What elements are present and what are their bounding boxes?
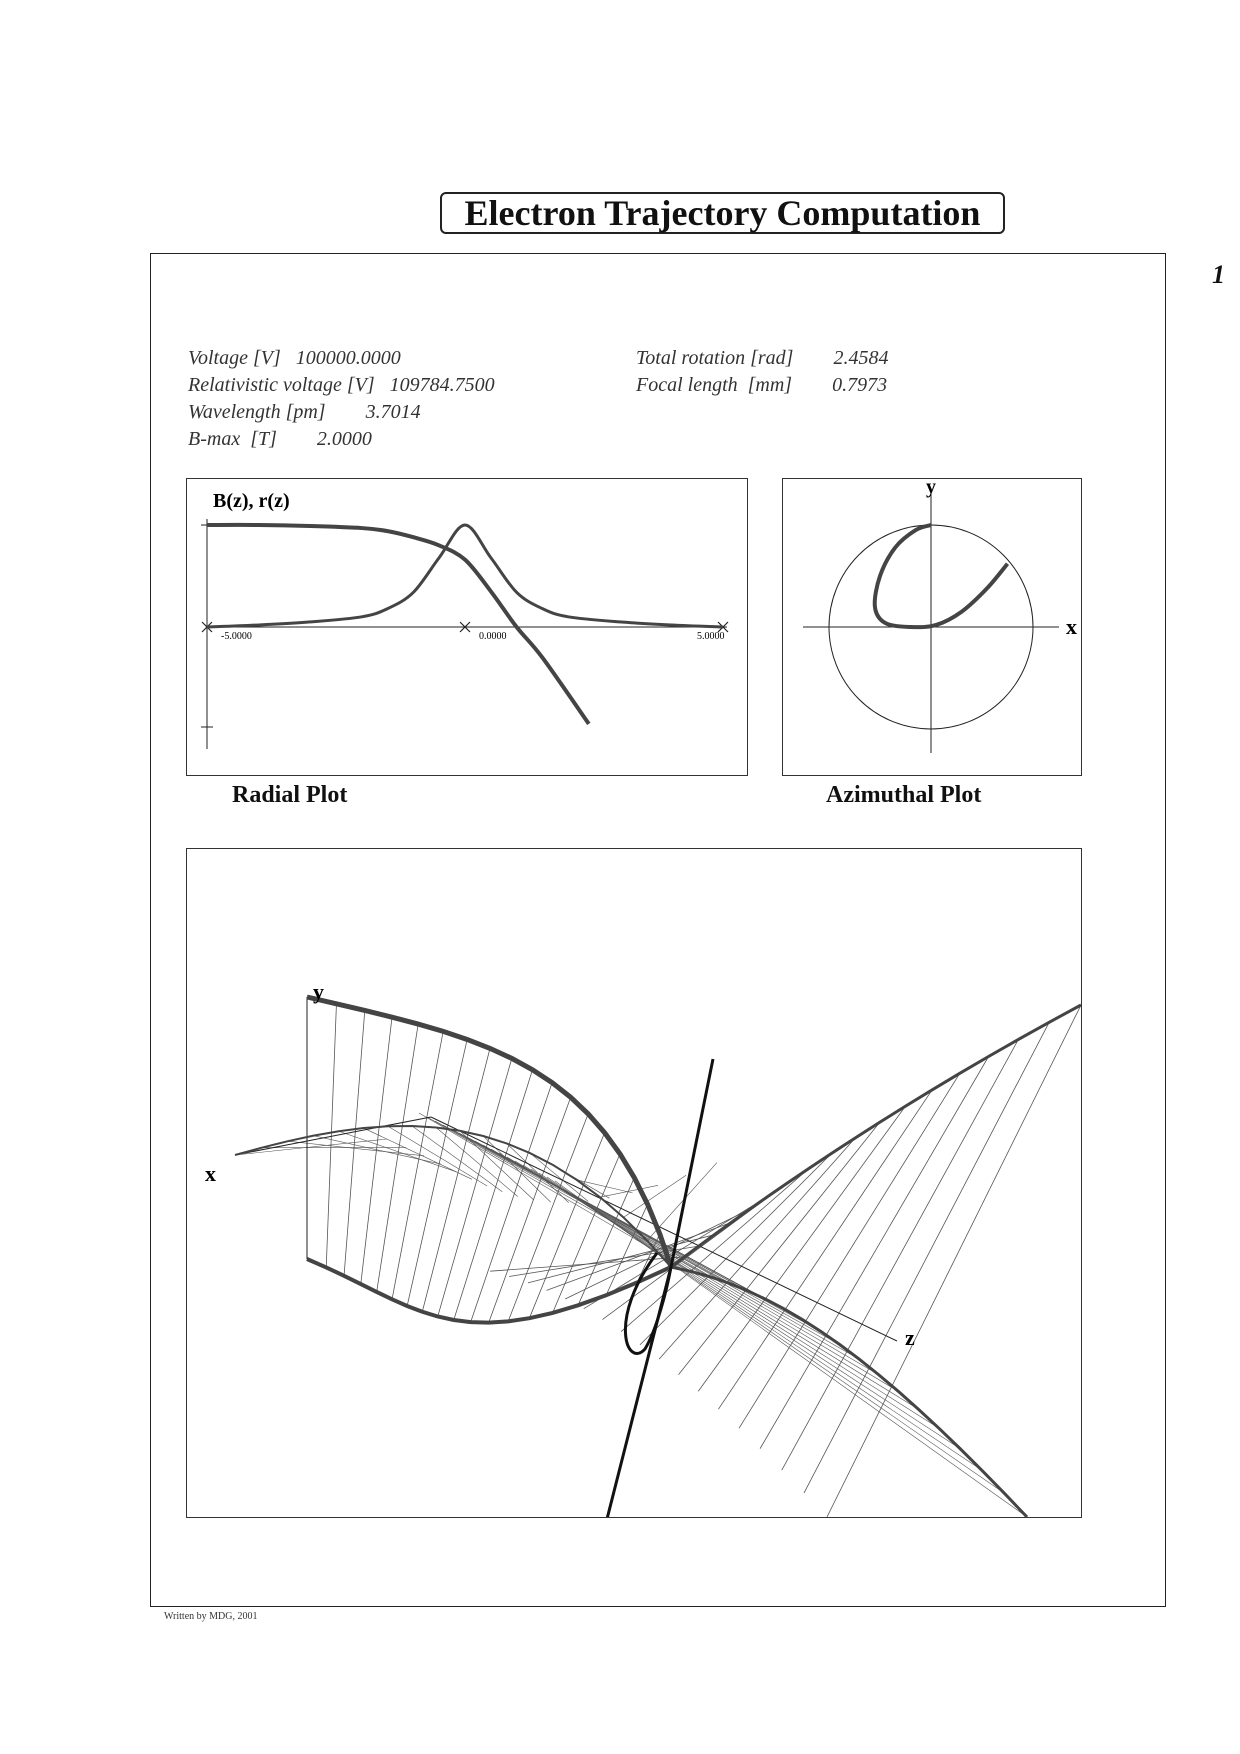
- page-title: Electron Trajectory Computation: [440, 192, 1005, 234]
- azimuthal-y-label: y: [926, 479, 936, 498]
- mesh-line: [599, 1185, 659, 1198]
- param-label: Wavelength [pm]: [188, 401, 326, 423]
- radial-plot-panel: B(z), r(z) -5.0000 0.0000 5.0000: [186, 478, 748, 776]
- param-total-rotation: Total rotation [rad] 2.4584: [636, 347, 888, 370]
- persp-x-axis: [234, 1116, 432, 1156]
- param-value: 3.7014: [365, 401, 421, 423]
- mesh-line: [552, 1153, 621, 1314]
- mesh-line: [470, 1082, 553, 1323]
- azimuthal-plot-caption: Azimuthal Plot: [826, 782, 982, 808]
- param-label: Focal length [mm]: [636, 374, 793, 396]
- mesh-line: [421, 1048, 491, 1312]
- mesh-line: [658, 1137, 856, 1360]
- mesh-line: [437, 1058, 513, 1317]
- mesh-line: [412, 1125, 503, 1192]
- lower-trajectory: [306, 1257, 672, 1325]
- mesh-line: [360, 1017, 393, 1285]
- radial-x-tick-label: 5.0000: [697, 631, 725, 642]
- param-value: 2.4584: [833, 347, 889, 369]
- mesh-line: [483, 1135, 551, 1203]
- mesh-line: [325, 1003, 337, 1268]
- radial-plot: B(z), r(z) -5.0000 0.0000 5.0000: [201, 490, 729, 749]
- mesh-line: [529, 1132, 605, 1319]
- param-value: 109784.7500: [389, 374, 495, 396]
- page-number: 1: [1212, 260, 1225, 289]
- param-bmax: B-max [T] 2.0000: [188, 428, 372, 451]
- radial-series-bz: [206, 523, 724, 629]
- mesh-line: [406, 1039, 468, 1307]
- upper-trajectory: [306, 994, 674, 1268]
- mesh-line: [605, 1204, 648, 1296]
- right-upper-trajectory: [670, 1003, 1082, 1269]
- param-focal-length: Focal length [mm] 0.7973: [636, 374, 887, 397]
- radial-x-tick-label: 0.0000: [479, 631, 507, 642]
- mesh-line: [639, 1152, 833, 1346]
- persp-x-label: x: [205, 1161, 216, 1186]
- mesh-line: [577, 1177, 635, 1306]
- mesh-line: [803, 1022, 1050, 1494]
- mesh-line: [387, 1126, 488, 1187]
- mesh-line: [620, 1167, 810, 1332]
- param-wavelength: Wavelength [pm] 3.7014: [188, 401, 421, 424]
- mesh-line: [376, 1023, 419, 1292]
- mesh-line: [678, 1122, 881, 1375]
- mesh-line: [363, 1127, 473, 1180]
- azimuthal-plot: x y: [803, 476, 1077, 753]
- loop-trajectory: [623, 1252, 673, 1355]
- azimuthal-x-label: x: [1066, 614, 1077, 639]
- mesh-line: [287, 1140, 425, 1157]
- mesh-line: [529, 1152, 589, 1202]
- param-value: 2.0000: [316, 428, 372, 450]
- mesh-line: [488, 1097, 572, 1323]
- param-label: Relativistic voltage [V]: [188, 374, 375, 396]
- mesh-line: [826, 1004, 1082, 1518]
- mesh-line: [554, 1180, 1028, 1518]
- mesh-line: [234, 1138, 388, 1156]
- mesh-line: [759, 1056, 989, 1449]
- x-trajectory: [234, 1125, 672, 1268]
- persp-z-axis: [430, 1116, 898, 1342]
- persp-z-label: z: [905, 1325, 915, 1350]
- radial-series-rz: [206, 522, 591, 726]
- mesh-line: [453, 1069, 533, 1321]
- persp-y-label: y: [313, 979, 324, 1004]
- param-value: 100000.0000: [295, 347, 401, 369]
- param-label: Voltage [V]: [188, 347, 281, 369]
- mesh-line: [435, 1127, 518, 1197]
- footer-credit: Written by MDG, 2001: [164, 1611, 258, 1622]
- mesh-line: [507, 1113, 589, 1322]
- right-lower-trajectory: [670, 1265, 1029, 1519]
- mesh-line: [527, 1234, 715, 1284]
- mesh-line: [718, 1089, 933, 1410]
- azimuthal-trajectory: [872, 523, 1010, 630]
- trajectory-3d-panel: y x z: [186, 848, 1082, 1520]
- radial-x-tick-mark: [459, 621, 471, 633]
- param-label: B-max [T]: [188, 428, 277, 450]
- mesh-line: [697, 1106, 906, 1392]
- page-frame: [150, 253, 1166, 1607]
- radial-plot-caption: Radial Plot: [232, 782, 348, 808]
- mesh-line: [338, 1130, 457, 1173]
- mesh-line: [391, 1031, 444, 1300]
- radial-x-tick-label: -5.0000: [221, 631, 252, 642]
- mesh-line: [781, 1039, 1019, 1471]
- mesh-line: [546, 1222, 732, 1291]
- param-relativistic-voltage: Relativistic voltage [V] 109784.7500: [188, 374, 495, 397]
- param-voltage: Voltage [V] 100000.0000: [188, 347, 401, 370]
- param-label: Total rotation [rad]: [636, 347, 794, 369]
- mesh-line: [738, 1073, 961, 1429]
- mesh-line: [623, 1174, 687, 1218]
- mesh-line: [343, 1010, 366, 1276]
- mesh-line: [576, 1179, 633, 1194]
- trajectory-3d-plot: y x z: [205, 979, 1082, 1520]
- radial-plot-title: B(z), r(z): [213, 490, 290, 512]
- azimuthal-plot-panel: x y: [782, 476, 1082, 776]
- param-value: 0.7973: [832, 374, 888, 396]
